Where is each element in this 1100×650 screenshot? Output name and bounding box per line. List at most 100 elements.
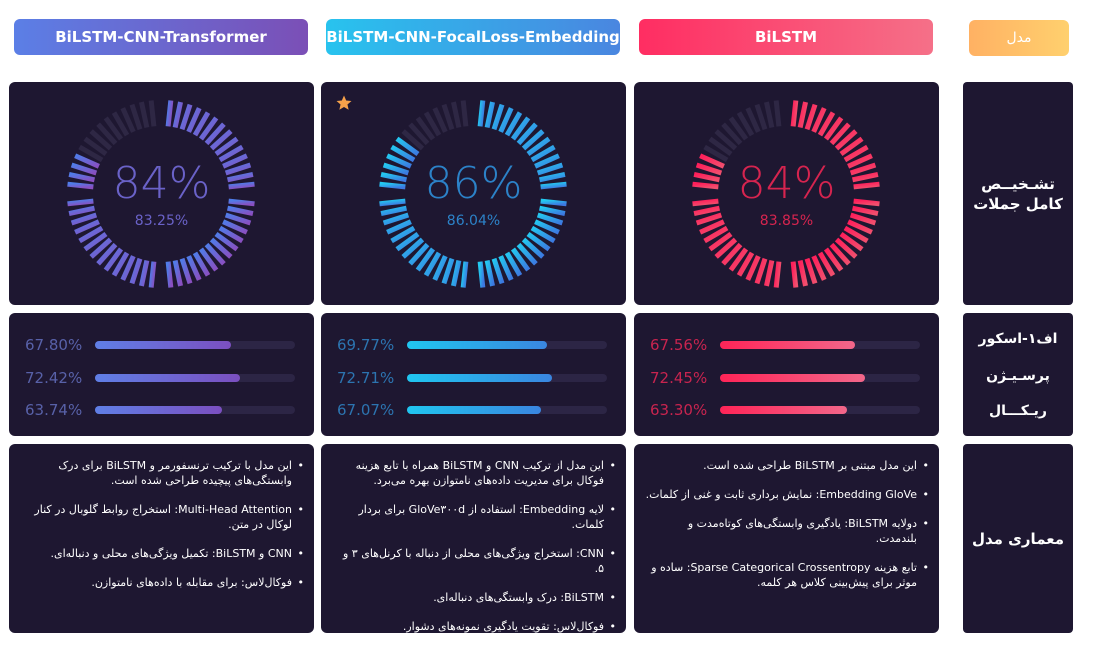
gauge-percent-label: 86% <box>424 158 523 209</box>
gauge-panel-bilstm: 84% 83.85% <box>634 82 939 305</box>
gauge-tick-empty <box>460 100 469 127</box>
metric-value-f1: 69.77% <box>337 336 395 354</box>
gauge-tick-filled <box>843 225 869 244</box>
gauge-tick-filled <box>224 162 252 176</box>
gauge-tick-filled <box>198 247 219 272</box>
gauge-tick-filled <box>186 255 202 281</box>
gauge-tick-filled <box>477 100 486 127</box>
desc-item: تابع هزینه Sparse Categorical Crossentro… <box>644 560 929 590</box>
gauge-tick-filled <box>538 205 566 216</box>
gauge-tick-filled <box>74 153 100 169</box>
desc-item: این مدل از ترکیب CNN و BiLSTM همراه با ت… <box>331 458 616 488</box>
metric-fill-recall <box>720 406 847 414</box>
metric-track <box>407 341 607 349</box>
gauge-tick-filled <box>817 111 836 137</box>
gauge-tick-empty <box>415 116 436 141</box>
gauge-tick-filled <box>460 261 469 288</box>
desc-item: لایه Embedding: استفاده از GloVe۳۰۰d برا… <box>331 502 616 532</box>
gauge-tick-filled <box>526 136 551 157</box>
desc-panel-focal: این مدل از ترکیب CNN و BiLSTM همراه با ت… <box>321 444 626 634</box>
gauge-tick-filled <box>811 107 827 133</box>
metric-row-f1: 67.56% <box>634 335 939 355</box>
gauge-tick-filled <box>379 181 406 190</box>
desc-item: Multi-Head Attention: استخراج روابط گلوب… <box>19 502 304 532</box>
gauge-tick-filled <box>451 259 462 287</box>
metric-row-recall: 67.07% <box>321 400 626 420</box>
gauge-tick-empty <box>139 101 150 129</box>
gauge-transformer <box>67 100 255 288</box>
gauge-tick-filled <box>498 255 514 281</box>
metric-fill-f1 <box>407 341 547 349</box>
gauge-tick-filled <box>172 259 183 287</box>
header-bilstm: BiLSTM <box>639 19 933 55</box>
gauge-panel-transformer: 84% 83.25% <box>9 82 314 305</box>
gauge-tick-empty <box>721 122 743 146</box>
gauge-tick-filled <box>226 205 254 216</box>
metric-row-recall: 63.30% <box>634 400 939 420</box>
gauge-tick-filled <box>811 255 827 281</box>
gauge-tick-filled <box>797 101 808 129</box>
metric-fill-recall <box>407 406 542 414</box>
metric-value-recall: 67.07% <box>337 401 395 419</box>
gauge-tick-filled <box>129 257 143 285</box>
metric-track <box>95 374 295 382</box>
gauge-tick-filled <box>853 181 880 190</box>
gauge-tick-filled <box>797 259 808 287</box>
gauge-tick-filled <box>790 261 799 288</box>
gauge-tick-filled <box>526 231 551 252</box>
gauge-tick-filled <box>834 129 858 151</box>
gauge-tick-filled <box>68 205 96 216</box>
gauge-tick-filled <box>847 219 873 235</box>
gauge-tick-filled <box>491 103 505 131</box>
gauge-tick-filled <box>222 219 248 235</box>
gauge-tick-filled <box>83 231 108 252</box>
gauge-tick-filled <box>699 219 725 235</box>
gauge-tick-filled <box>790 100 799 127</box>
gauge-tick-empty <box>703 144 729 163</box>
metric-track <box>720 406 920 414</box>
metric-value-precision: 72.42% <box>25 369 83 387</box>
gauge-tick-filled <box>823 116 844 141</box>
gauge-tick-filled <box>401 237 425 259</box>
metric-fill-f1 <box>95 341 231 349</box>
gauge-tick-empty <box>736 111 755 137</box>
gauge-tick-filled <box>849 162 877 176</box>
gauge-tick-filled <box>120 255 136 281</box>
label-f1: اف۱-اسکور <box>978 331 1058 347</box>
row-label-architecture: معماری مدل <box>963 444 1073 633</box>
metric-row-recall: 63.74% <box>9 400 314 420</box>
gauge-value-label: 83.25% <box>134 213 189 229</box>
gauge-percent-label: 84% <box>112 158 211 209</box>
header-focal: BiLSTM-CNN-FocalLoss-Embedding <box>326 19 620 55</box>
gauge-tick-empty <box>120 107 136 133</box>
gauge-tick-filled <box>699 153 725 169</box>
gauge-tick-filled <box>218 225 244 244</box>
metric-row-precision: 72.45% <box>634 368 939 388</box>
gauge-tick-filled <box>851 205 879 216</box>
gauge-tick-filled <box>224 212 252 226</box>
gauge-tick-filled <box>843 144 869 163</box>
gauge-tick-filled <box>504 251 523 277</box>
metric-fill-recall <box>95 406 223 414</box>
gauge-tick-filled <box>204 242 226 266</box>
gauge-tick-filled <box>521 129 545 151</box>
gauge-tick-empty <box>714 129 738 151</box>
gauge-tick-filled <box>510 247 531 272</box>
gauge-tick-filled <box>538 172 566 183</box>
desc-list: این مدل با ترکیب ترنسفورمر و BiLSTM برای… <box>19 458 304 604</box>
gauge-tick-filled <box>226 172 254 183</box>
gauge-tick-filled <box>70 212 98 226</box>
gauge-tick-filled <box>521 237 545 259</box>
gauge-tick-filled <box>423 251 442 277</box>
row-label-sentence-detection: تشـخیــص کامل جملات <box>963 82 1073 305</box>
gauge-tick-filled <box>530 144 556 163</box>
gauge-tick-filled <box>534 219 560 235</box>
gauge-tick-filled <box>695 212 723 226</box>
gauge-tick-filled <box>721 242 743 266</box>
gauge-tick-filled <box>70 162 98 176</box>
gauge-tick-filled <box>491 257 505 285</box>
gauge-tick-filled <box>484 259 495 287</box>
desc-item: BiLSTM: درک وابستگی‌های دنباله‌ای. <box>331 590 616 605</box>
desc-panel-bilstm: این مدل مبتنی بر BiLSTM طراحی شده است. E… <box>634 444 939 633</box>
metric-track <box>720 341 920 349</box>
